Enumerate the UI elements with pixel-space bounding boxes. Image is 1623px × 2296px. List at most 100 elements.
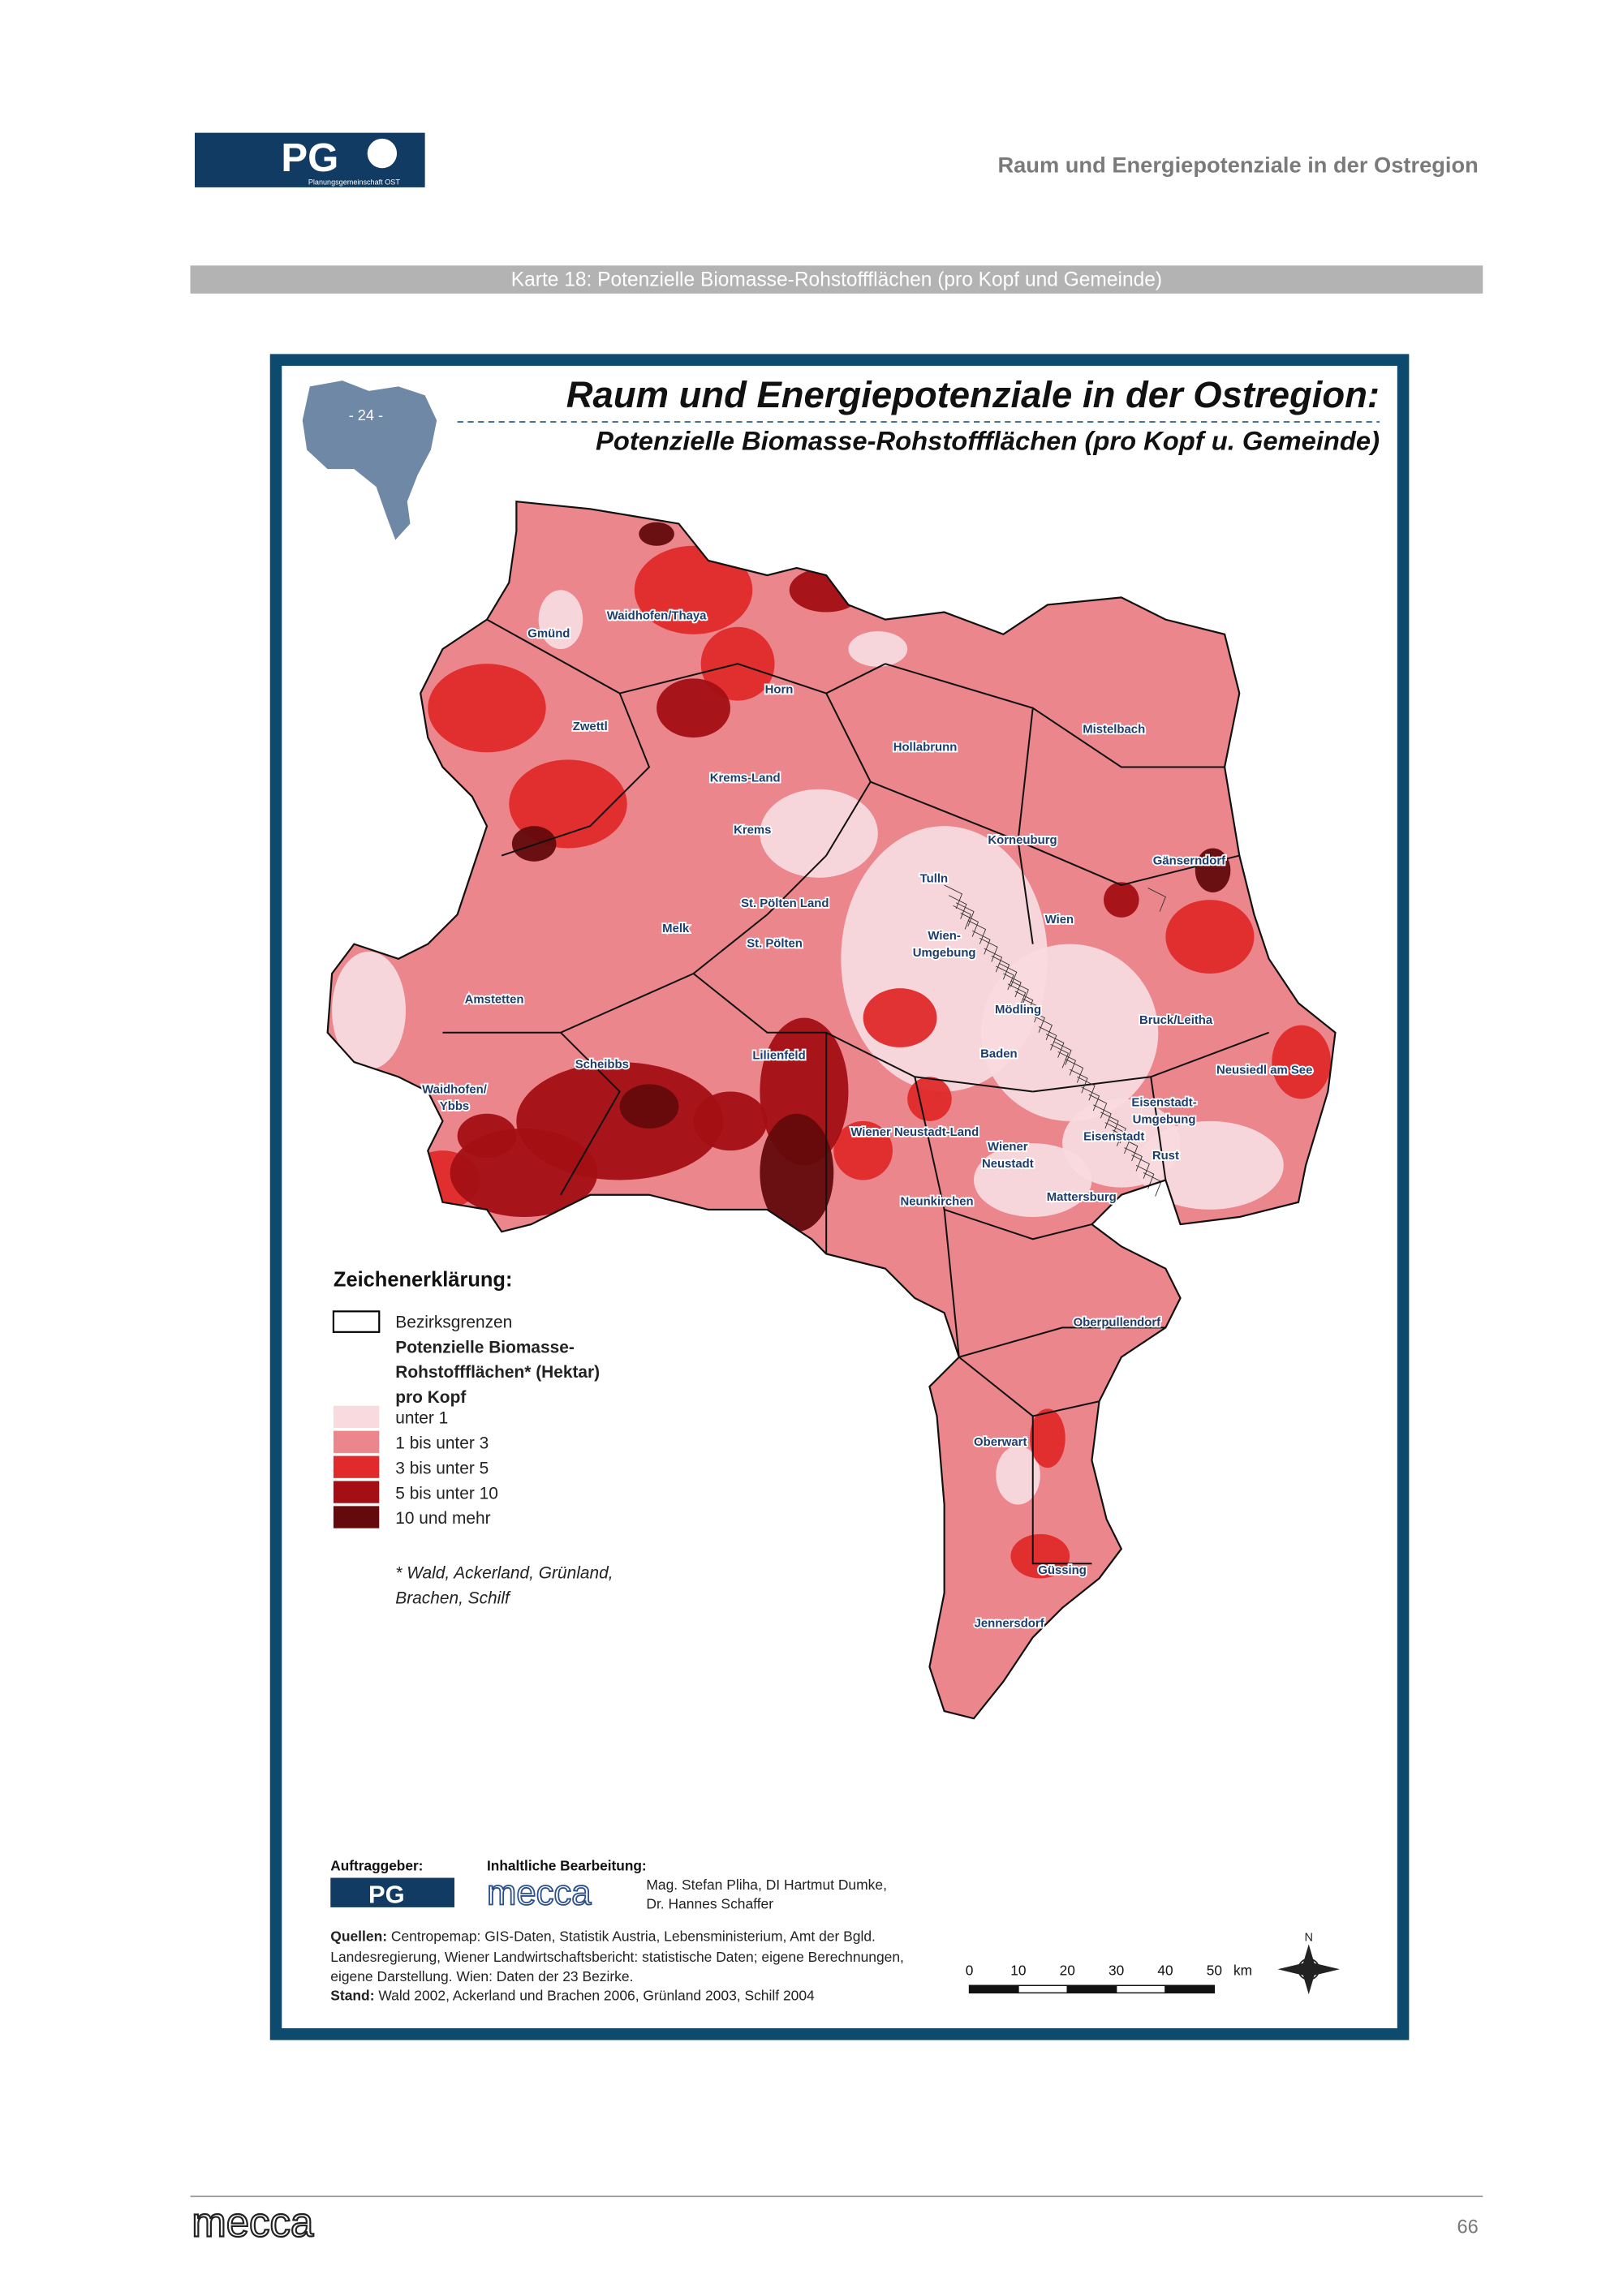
map-title: Raum und Energiepotenziale in der Ostreg… [566,374,1380,415]
district-boundary [943,1209,1166,1359]
district-label: Umgebung [913,947,976,960]
scale-label: 30 [1109,1963,1124,1979]
district-label: Melk [662,922,690,935]
district-boundary [442,914,768,1034]
status-line: Wald 2002, Ackerland und Brachen 2006, G… [375,1987,816,2003]
district-label: Waidhofen/Thaya [607,610,707,623]
district-label: Oberwart [974,1436,1027,1449]
caption-bar [190,265,1483,294]
district-boundary [619,663,886,694]
region-class [848,631,908,667]
scale-segment [1115,1984,1166,1994]
compass: N [1277,1932,1340,1995]
region-class [833,1120,893,1180]
editor-names: Dr. Hannes Schaffer [646,1896,773,1912]
region-class [760,1113,834,1232]
district-label: Wiener Neustadt-Land [850,1126,979,1139]
scale-label: 0 [966,1963,974,1979]
legend-class-heading: pro Kopf [395,1388,466,1407]
inset-label: - 24 - [349,407,383,424]
region-class [511,826,557,862]
map-subtitle: Potenzielle Biomasse-Rohstoffflächen (pr… [596,426,1380,456]
district-label: Rust [1152,1150,1179,1163]
district-label: Baden [980,1048,1018,1061]
inset-map [302,381,437,540]
district-label: Eisenstadt- [1131,1097,1196,1110]
district-boundary [885,663,1225,768]
district-label: Wien [1045,914,1074,927]
region-class [634,545,753,634]
north-label: N [1304,1932,1313,1945]
legend-swatch [333,1430,380,1453]
client-logo-box [330,1877,454,1907]
region-class [863,988,937,1047]
district-label: Hollabrunn [893,741,958,754]
logo-sub: Planungsgemeinschaft OST [308,178,400,186]
district-boundary [870,780,1034,944]
district-label: Waidhofen/ [422,1083,487,1096]
region-class [1030,1408,1065,1468]
scale-segment [1165,1984,1216,1994]
district-label: Krems-Land [710,772,781,785]
district-label: Gmünd [527,627,570,640]
district-label: Mödling [995,1004,1041,1017]
municipality-boundary [1147,888,1166,912]
legend-label: unter 1 [395,1409,448,1428]
district-boundary [766,693,872,915]
legend: Potenzielle Biomasse- Rohstoffflächen* (H… [333,1338,613,1607]
caption: Karte 18: Potenzielle Biomasse-Rohstofff… [511,269,1162,291]
district-label: Neustadt [982,1158,1034,1171]
district-boundary [486,618,651,857]
logo-icon [367,138,398,169]
district-label: Zwettl [573,720,608,733]
sources-label: Quellen: [330,1928,387,1945]
district-boundary [1031,1416,1092,1565]
editor-label: Inhaltliche Bearbeitung: [487,1857,647,1873]
region-class [657,678,730,738]
legend-boundary-swatch [332,1310,381,1333]
district-boundary [1017,707,1240,886]
region-classes [332,522,1331,1579]
page-number: 66 [1457,2217,1479,2238]
legend-heading: Zeichenerklärung: [334,1268,513,1291]
district-label: Güssing [1038,1564,1087,1577]
district-boundary [914,1077,1092,1240]
map [326,500,1337,1720]
legend-boundary: Bezirksgrenzen [395,1313,512,1331]
district-label: Krems [734,823,771,836]
region-class [509,759,627,849]
legend-footnote: Brachen, Schilf [395,1589,511,1607]
scale-unit: km [1233,1963,1252,1979]
region-class [457,1113,517,1159]
legend-swatch [333,1455,380,1478]
scale-segment [1066,1984,1117,1994]
district-label: Neunkirchen [900,1195,973,1208]
region-class [693,1091,768,1151]
region-class [760,789,878,878]
municipality-boundary [1104,1122,1124,1146]
region-class [428,664,546,753]
district-label: Ybbs [440,1100,469,1113]
district-label: Wiener [988,1141,1028,1154]
district-label: St. Pölten Land [741,897,829,910]
district-label: Mattersburg [1047,1191,1117,1204]
legend-swatch [333,1481,380,1503]
district-label: Jennersdorf [975,1617,1044,1630]
legend-label: 3 bis unter 5 [395,1459,489,1477]
editor-names: Mag. Stefan Pliha, DI Hartmut Dumke, [646,1877,887,1893]
legend-class-heading: Potenzielle Biomasse- [395,1338,575,1357]
legend-footnote: * Wald, Ackerland, Grünland, [395,1563,613,1582]
district-label: Horn [765,684,794,697]
region-class [1010,1533,1070,1579]
municipality-boundary [953,905,971,930]
district-label: Bruck/Leitha [1139,1014,1213,1027]
region-class [1165,900,1255,974]
district-label: St. Pölten [747,937,803,950]
header-title: Raum und Energiepotenziale in der Ostreg… [997,153,1478,178]
status: Stand: Wald 2002, Ackerland und Brachen … [330,1987,815,2003]
region-class [639,522,674,546]
district-label: Eisenstadt [1083,1130,1144,1143]
district-labels: Waidhofen/Thaya Gmünd Horn Zwettl Mistelbach… [420,608,1314,1632]
sources-line: Landesregierung, Wiener Landwirtschaftsb… [330,1949,904,1965]
